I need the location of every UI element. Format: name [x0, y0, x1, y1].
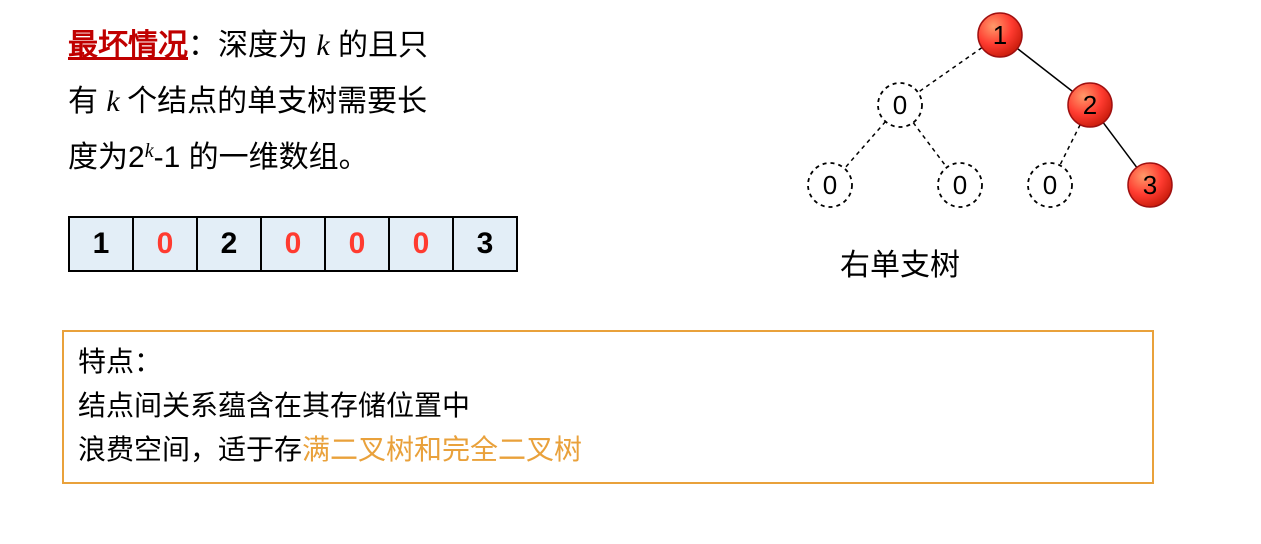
tree-edge [1017, 49, 1072, 92]
array-table: 1020003 [68, 216, 518, 272]
line3-part2: -1 的一维数组。 [154, 141, 369, 174]
svg-text:0: 0 [893, 90, 907, 120]
svg-text:1: 1 [993, 20, 1007, 50]
feature-line2-part1: 浪费空间，适于存 [78, 434, 302, 465]
line1-part1: 深度为 [218, 29, 316, 62]
svg-text:2: 2 [1083, 90, 1097, 120]
svg-text:0: 0 [953, 170, 967, 200]
tree-node-solid: 2 [1068, 83, 1112, 127]
var-k2: k [106, 85, 127, 118]
feature-line2: 浪费空间，适于存满二叉树和完全二叉树 [78, 428, 1138, 472]
tree-label: 右单支树 [840, 240, 960, 284]
tree-edge [913, 123, 947, 168]
array-cell-6: 3 [453, 217, 517, 271]
worst-case-text: 最坏情况：深度为 k 的且只 有 k 个结点的单支树需要长 度为2k-1 的一维… [68, 18, 628, 189]
tree-diagram: 1 0 2 0 0 0 3 [720, 0, 1200, 230]
line2-part2: 个结点的单支树需要长 [127, 85, 427, 118]
line2-part1: 有 [68, 85, 106, 118]
array-container: 1020003 [68, 216, 518, 272]
exp-k: k [145, 140, 154, 162]
svg-text:3: 3 [1143, 170, 1157, 200]
tree-node-solid: 1 [978, 13, 1022, 57]
line3-part1: 度为2 [68, 141, 145, 174]
array-cell-3: 0 [261, 217, 325, 271]
worst-case-label: 最坏情况 [68, 29, 188, 62]
tree-node-empty: 0 [878, 83, 922, 127]
feature-line2-orange: 满二叉树和完全二叉树 [302, 434, 582, 465]
colon: ： [188, 29, 218, 62]
tree-node-empty: 0 [1028, 163, 1072, 207]
line1-part2: 的且只 [330, 29, 428, 62]
tree-node-solid: 3 [1128, 163, 1172, 207]
feature-title: 特点： [78, 340, 1138, 384]
array-cell-5: 0 [389, 217, 453, 271]
tree-node-empty: 0 [808, 163, 852, 207]
svg-text:0: 0 [1043, 170, 1057, 200]
feature-line1: 结点间关系蕴含在其存储位置中 [78, 384, 1138, 428]
svg-text:0: 0 [823, 170, 837, 200]
var-k1: k [316, 29, 329, 62]
tree-edge [1103, 123, 1137, 168]
array-cell-0: 1 [69, 217, 133, 271]
array-cell-4: 0 [325, 217, 389, 271]
tree-node-empty: 0 [938, 163, 982, 207]
array-cell-1: 0 [133, 217, 197, 271]
tree-edge [918, 48, 982, 93]
feature-box: 特点： 结点间关系蕴含在其存储位置中 浪费空间，适于存满二叉树和完全二叉树 [62, 330, 1154, 484]
tree-edge [844, 122, 885, 169]
tree-edge [1060, 125, 1080, 166]
array-cell-2: 2 [197, 217, 261, 271]
